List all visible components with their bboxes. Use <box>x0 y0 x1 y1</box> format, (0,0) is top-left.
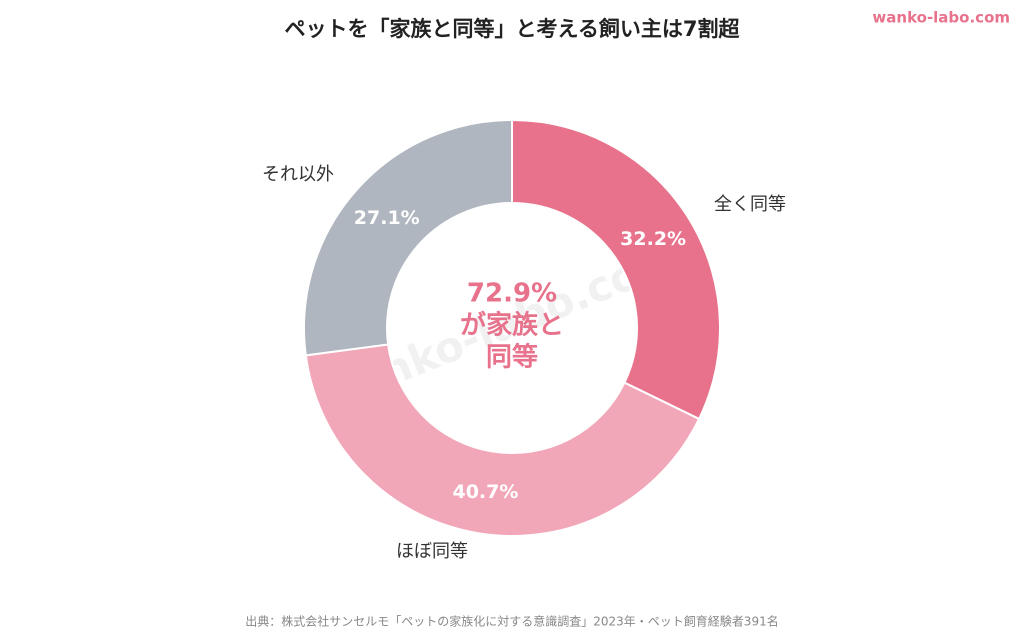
value-label: 27.1% <box>354 207 420 229</box>
center-label: 同等 <box>486 342 538 373</box>
source: 出典：株式会社サンセルモ「ペットの家族化に対する意識調査」2023年・ペット飼育… <box>245 614 778 629</box>
donut-slice <box>304 343 701 537</box>
category-label: それ以外 <box>262 164 334 185</box>
donut-slice <box>511 118 721 421</box>
value-label: 40.7% <box>452 481 518 503</box>
brand: wanko-labo.com <box>872 9 1010 27</box>
category-label: 全く同等 <box>714 194 786 215</box>
center-label: 72.9% <box>467 279 557 309</box>
center-label: が家族と <box>460 310 564 341</box>
chart-title: ペットを「家族と同等」と考える飼い主は7割超 <box>285 17 741 41</box>
value-label: 32.2% <box>620 228 686 250</box>
category-label: ほぼ同等 <box>396 541 468 562</box>
donut-slice <box>303 118 513 357</box>
